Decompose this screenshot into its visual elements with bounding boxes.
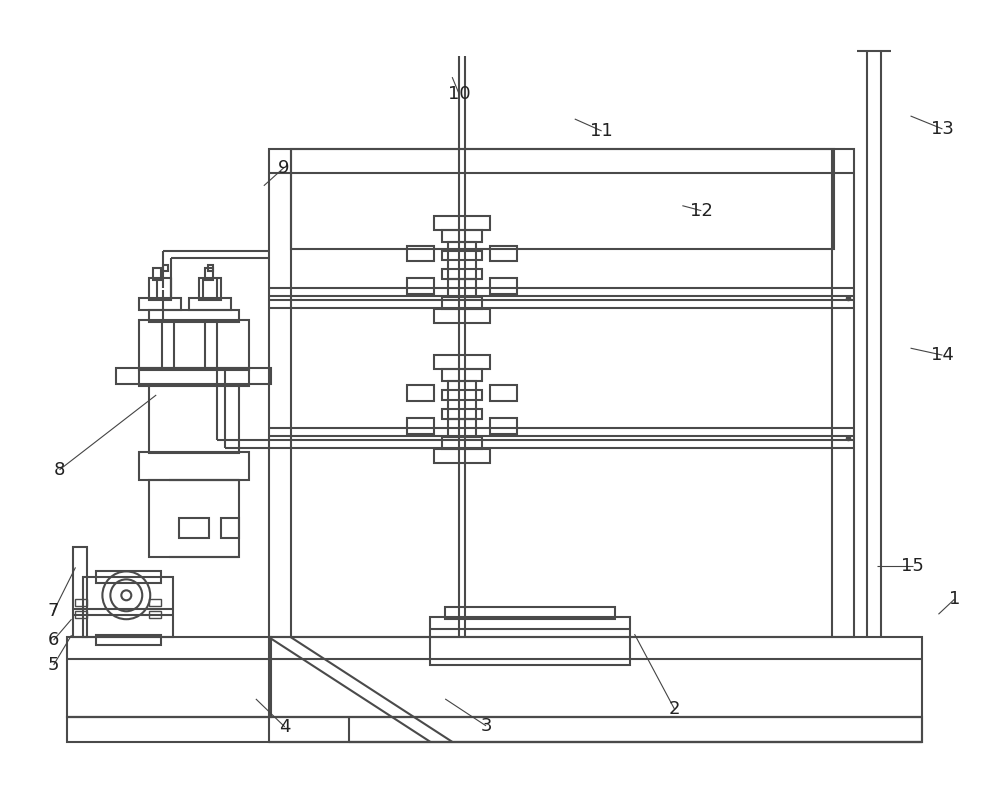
Bar [208, 266, 213, 271]
Bar [490, 278, 517, 294]
Bar [490, 246, 517, 262]
Bar [407, 278, 434, 294]
Text: 5: 5 [48, 656, 59, 674]
Bar [67, 717, 922, 741]
Text: 1: 1 [949, 590, 960, 608]
Bar [179, 518, 209, 538]
Bar [67, 637, 271, 717]
Bar [205, 269, 213, 281]
Text: 13: 13 [931, 120, 954, 138]
Text: 12: 12 [690, 201, 713, 220]
Bar [442, 297, 482, 309]
Bar [434, 309, 490, 324]
Bar [149, 310, 239, 322]
Bar [149, 385, 239, 453]
Bar [448, 419, 476, 437]
Bar [442, 409, 482, 419]
Bar [442, 230, 482, 242]
Bar [139, 452, 249, 480]
Text: 2: 2 [669, 700, 680, 718]
Text: 4: 4 [279, 718, 291, 736]
Bar [442, 369, 482, 381]
Text: 11: 11 [590, 122, 613, 140]
Bar [269, 637, 922, 741]
Bar [442, 390, 482, 400]
Text: 9: 9 [278, 159, 290, 177]
Text: 3: 3 [480, 717, 492, 735]
Bar [445, 607, 615, 619]
Text: 7: 7 [48, 602, 59, 620]
Bar [139, 368, 249, 386]
Text: 8: 8 [54, 461, 65, 479]
Bar [434, 449, 490, 463]
Bar [75, 611, 87, 619]
Text: 10: 10 [448, 85, 470, 103]
Bar [163, 266, 168, 271]
Bar [149, 611, 161, 619]
Bar [139, 320, 249, 370]
Bar [490, 385, 517, 401]
Bar [221, 518, 239, 538]
Bar [448, 279, 476, 297]
Bar [490, 418, 517, 434]
Text: 15: 15 [901, 557, 924, 576]
Bar [75, 600, 87, 607]
Bar [407, 385, 434, 401]
Bar [442, 270, 482, 279]
Bar [96, 635, 161, 646]
Bar [139, 298, 181, 310]
Bar [430, 617, 630, 665]
Bar [442, 251, 482, 260]
Bar [73, 547, 87, 637]
Bar [407, 418, 434, 434]
Bar [153, 269, 161, 281]
Bar [149, 278, 171, 301]
Bar [116, 368, 271, 384]
Bar [434, 355, 490, 369]
Bar [448, 242, 476, 279]
Bar [83, 577, 173, 637]
Bar [291, 149, 834, 248]
Text: 6: 6 [48, 631, 59, 649]
Bar [434, 216, 490, 230]
Bar [199, 278, 221, 301]
Bar [189, 298, 231, 310]
Text: 14: 14 [931, 347, 954, 364]
Bar [96, 572, 161, 584]
Bar [269, 149, 854, 637]
Bar [149, 480, 239, 557]
Bar [442, 437, 482, 449]
Bar [149, 600, 161, 607]
Bar [407, 246, 434, 262]
Bar [448, 381, 476, 419]
